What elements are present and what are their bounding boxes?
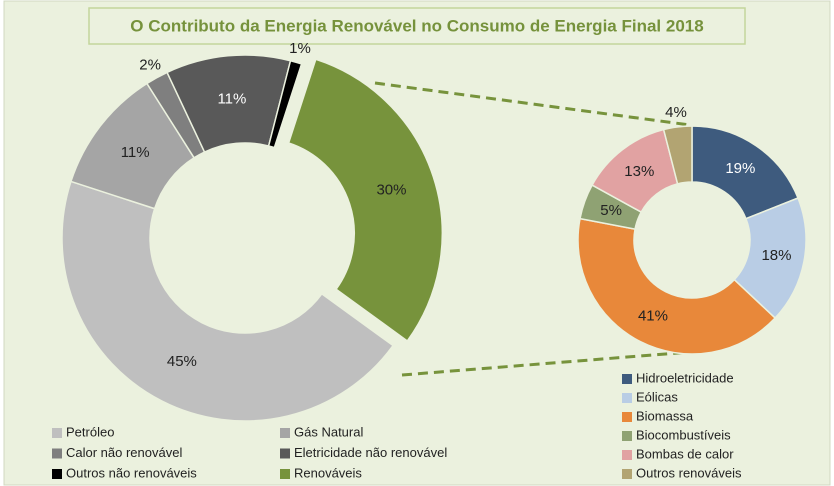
data-label: 11% bbox=[121, 144, 150, 161]
legend-label: Outros renováveis bbox=[636, 465, 742, 480]
legend-swatch bbox=[622, 374, 632, 384]
legend-label: Bombas de calor bbox=[636, 446, 734, 461]
legend-label: Eólicas bbox=[636, 389, 678, 404]
data-label: 30% bbox=[376, 181, 406, 198]
legend-swatch bbox=[622, 412, 632, 422]
legend-swatch bbox=[280, 428, 290, 438]
legend-swatch bbox=[622, 450, 632, 460]
connector-line bbox=[374, 81, 691, 127]
legend-swatch bbox=[52, 428, 62, 438]
pie-slice bbox=[662, 125, 693, 185]
data-label: 19% bbox=[725, 160, 755, 177]
data-label: 13% bbox=[624, 163, 654, 180]
legend-swatch bbox=[622, 393, 632, 403]
legend-swatch bbox=[280, 469, 290, 479]
data-label: 45% bbox=[167, 353, 197, 370]
legend-swatch bbox=[52, 469, 62, 479]
legend-label: Petróleo bbox=[66, 424, 114, 439]
connector-line bbox=[401, 350, 691, 377]
legend-label: Calor não renovável bbox=[66, 445, 182, 460]
legend-swatch bbox=[622, 469, 632, 479]
pie-slice bbox=[577, 217, 777, 355]
data-label: 5% bbox=[600, 202, 622, 219]
data-label: 4% bbox=[665, 104, 687, 121]
legend-label: Gás Natural bbox=[294, 424, 363, 439]
pie-slice bbox=[287, 58, 443, 342]
data-label: 41% bbox=[638, 308, 668, 325]
legend-label: Biomassa bbox=[636, 408, 694, 423]
legend-swatch bbox=[622, 431, 632, 441]
data-label: 1% bbox=[289, 40, 311, 57]
pie-slice bbox=[691, 125, 799, 220]
title-box bbox=[88, 7, 746, 45]
legend-label: Outros não renováveis bbox=[66, 465, 197, 480]
legend-label: Eletricidade não renovável bbox=[294, 445, 447, 460]
legend-swatch bbox=[280, 448, 290, 459]
legend-label: Hidroeletricidade bbox=[636, 370, 734, 385]
legend-swatch bbox=[52, 448, 62, 459]
pie-slice bbox=[267, 59, 303, 149]
chart-title: O Contributo da Energia Renovável no Con… bbox=[130, 16, 703, 35]
data-label: 2% bbox=[139, 56, 161, 73]
data-label: 18% bbox=[761, 247, 791, 264]
pie-slice bbox=[61, 180, 395, 422]
data-label: 11% bbox=[217, 91, 246, 108]
legend-label: Biocombustíveis bbox=[636, 427, 731, 442]
legend-label: Renováveis bbox=[294, 465, 362, 480]
